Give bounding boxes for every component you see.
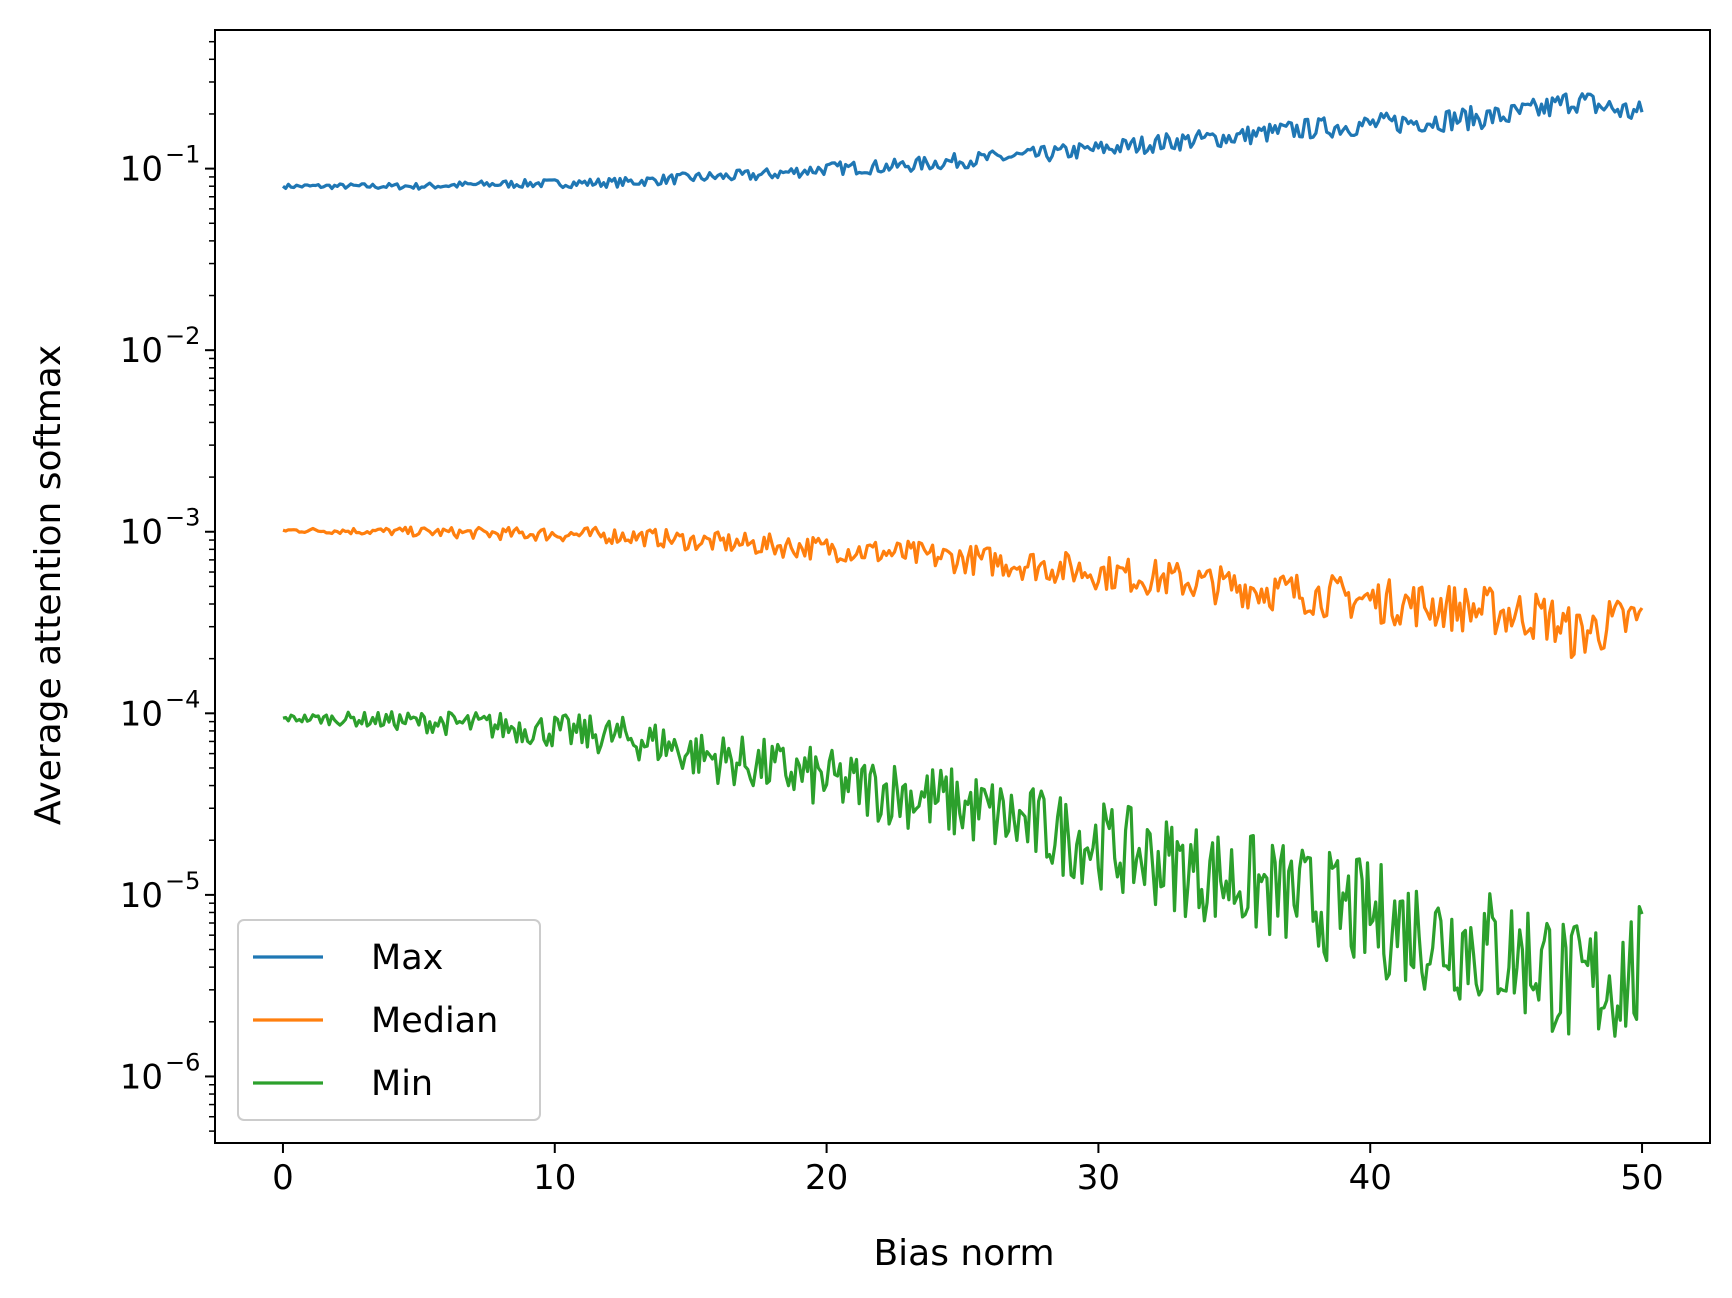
y-tick-label: 10	[120, 1057, 163, 1097]
x-tick-label: 0	[272, 1158, 294, 1198]
legend-label-max: Max	[371, 938, 443, 978]
y-tick-exponent: −5	[165, 867, 200, 895]
series-line-median	[282, 525, 1644, 659]
legend-label-median: Median	[371, 1001, 498, 1041]
y-tick-exponent: −6	[165, 1048, 200, 1076]
series-layer	[281, 92, 1644, 1038]
y-tick-exponent: −3	[165, 504, 200, 532]
y-tick-label: 10	[120, 150, 163, 190]
x-tick-label: 10	[533, 1158, 576, 1198]
x-tick-label: 30	[1077, 1158, 1120, 1198]
y-tick-label: 10	[120, 876, 163, 916]
series-line-max	[281, 92, 1644, 191]
y-tick-exponent: −1	[165, 141, 200, 169]
legend: Max Median Min	[237, 919, 541, 1121]
x-axis-label: Bias norm	[873, 1233, 1054, 1274]
legend-box	[237, 919, 541, 1121]
series-line-min	[282, 710, 1644, 1038]
y-tick-label: 10	[120, 331, 163, 371]
y-axis-label: Average attention softmax	[28, 345, 69, 825]
x-tick-label: 40	[1349, 1158, 1392, 1198]
y-tick-exponent: −4	[165, 685, 200, 713]
y-tick-label: 10	[120, 513, 163, 553]
y-tick-exponent: −2	[165, 322, 200, 350]
x-tick-label: 20	[805, 1158, 848, 1198]
legend-label-min: Min	[371, 1064, 433, 1104]
x-tick-label: 50	[1620, 1158, 1663, 1198]
y-tick-label: 10	[120, 694, 163, 734]
